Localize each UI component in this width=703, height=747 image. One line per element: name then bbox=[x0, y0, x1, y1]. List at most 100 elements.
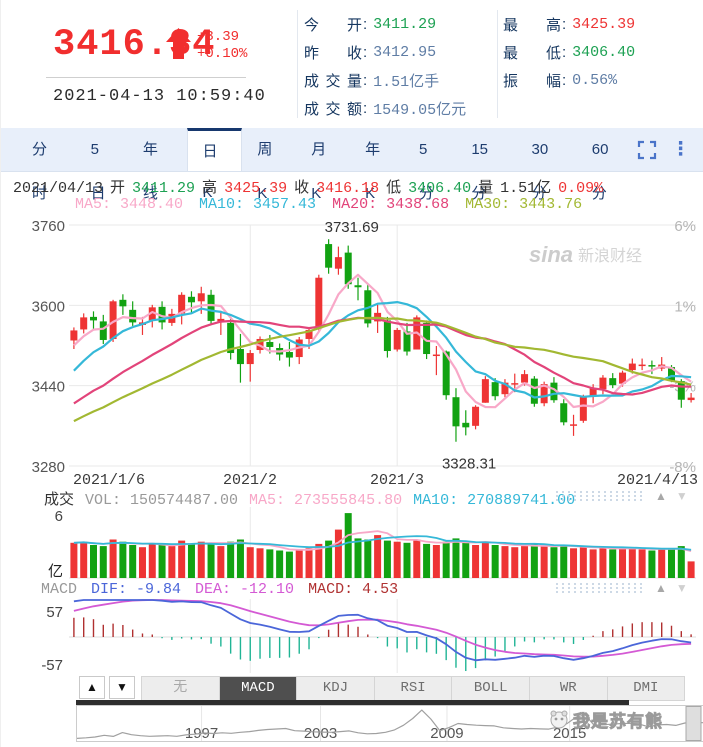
indicator-tab-BOLL[interactable]: BOLL bbox=[452, 677, 530, 700]
stat-label: 最高 bbox=[503, 16, 561, 34]
current-price: 3416.34 bbox=[53, 24, 216, 66]
macd-chart[interactable]: 57 -57 bbox=[1, 597, 703, 675]
tab-5分[interactable]: 5分 bbox=[419, 141, 435, 202]
price-change-pct: +0.10% bbox=[197, 46, 248, 62]
svg-text:3600: 3600 bbox=[32, 298, 65, 315]
indicator-tab-KDJ[interactable]: KDJ bbox=[297, 677, 375, 700]
info-segment: DIF: -9.84 bbox=[91, 581, 182, 598]
collapse-up-icon[interactable]: ▲ bbox=[655, 580, 667, 595]
volume-chart[interactable]: 6亿 bbox=[1, 505, 703, 580]
collapse-down-icon[interactable]: ▼ bbox=[675, 580, 688, 595]
stat-label: 振幅 bbox=[503, 72, 561, 90]
info-segment: 2021/04/13 bbox=[13, 180, 104, 197]
collapse-up-icon[interactable]: ▲ bbox=[655, 488, 667, 503]
stat-value: 3406.40 bbox=[572, 43, 636, 61]
info-segment: 高 bbox=[202, 180, 218, 197]
tab-周K[interactable]: 周K bbox=[257, 141, 273, 202]
watermark-text: 我是苏有熊 bbox=[573, 711, 663, 731]
info-segment: MA5: 3448.40 bbox=[75, 196, 184, 213]
indicator-down-button[interactable]: ▼ bbox=[109, 676, 135, 699]
stat-value: 3425.39 bbox=[572, 15, 636, 33]
indicator-tab-RSI[interactable]: RSI bbox=[374, 677, 453, 700]
info-segment: DEA: -12.10 bbox=[195, 581, 295, 598]
svg-text:3440: 3440 bbox=[32, 379, 65, 396]
info-segment: 低 bbox=[386, 180, 402, 197]
tab-月K[interactable]: 月K bbox=[311, 141, 327, 202]
tab-30分[interactable]: 30分 bbox=[531, 141, 549, 202]
info-segment: MA10: 3457.43 bbox=[199, 196, 317, 213]
stat-label: 昨收 bbox=[304, 44, 362, 62]
x-label: 2021/4/13 bbox=[616, 472, 698, 489]
price-up-arrow-icon bbox=[166, 28, 191, 59]
stat-high: 最高:3425.39 bbox=[503, 15, 636, 34]
sina-watermark: sina 新浪财经 bbox=[529, 242, 642, 267]
stat-value: 3411.29 bbox=[373, 15, 437, 33]
tab-日K[interactable]: 日K bbox=[186, 128, 243, 201]
info-segment: 3411.29 bbox=[132, 180, 196, 197]
info-segment: 3416.18 bbox=[316, 180, 380, 197]
divider bbox=[297, 10, 298, 118]
info-segment: MA20: 3438.68 bbox=[332, 196, 450, 213]
fullscreen-icon[interactable] bbox=[637, 140, 657, 160]
info-segment: 1.51亿 bbox=[500, 180, 552, 197]
period-tabs: 分时 5日 年线 日K 周K 月K 年K 5分 15分 30分 60分 bbox=[17, 128, 637, 202]
indicator-tab-无[interactable]: 无 bbox=[142, 677, 220, 700]
stat-turnover: 成交额:1549.05亿元 bbox=[304, 99, 467, 119]
indicator-tab-MACD[interactable]: MACD bbox=[219, 677, 298, 700]
stat-amplitude: 振幅:0.56% bbox=[503, 71, 618, 90]
svg-text:新浪财经: 新浪财经 bbox=[578, 247, 642, 265]
info-segment: 3425.39 bbox=[224, 180, 288, 197]
svg-text:6%: 6% bbox=[674, 218, 696, 235]
dotted-resize-handle[interactable] bbox=[554, 582, 646, 593]
svg-text:-57: -57 bbox=[41, 657, 63, 674]
svg-text:3760: 3760 bbox=[32, 218, 65, 235]
svg-text:57: 57 bbox=[46, 604, 63, 621]
stat-volume: 成交量:1.51亿手 bbox=[304, 71, 440, 91]
dotted-resize-handle[interactable] bbox=[554, 490, 646, 501]
volume-panel-controls: ▲ ▼ bbox=[554, 488, 688, 503]
kebab-menu-icon[interactable]: ⋮ bbox=[671, 139, 690, 160]
macd-header: MACD DIF: -9.84 DEA: -12.10 MACD: 4.53 bbox=[41, 580, 412, 598]
history-navigator[interactable]: 1997 2003 2009 2015 bbox=[76, 705, 703, 742]
indicator-tab-WR[interactable]: WR bbox=[529, 677, 608, 700]
navigator-slider[interactable] bbox=[685, 706, 702, 741]
indicator-tab-DMI[interactable]: DMI bbox=[607, 677, 685, 700]
ohlc-info-bar: 2021/04/13 开 3411.29 高 3425.39 收 3416.18 低 3406.… bbox=[13, 176, 610, 197]
tab-年线[interactable]: 年线 bbox=[142, 141, 158, 202]
stat-label: 最低 bbox=[503, 44, 561, 62]
tab-分时[interactable]: 分时 bbox=[32, 141, 48, 202]
svg-text:2009: 2009 bbox=[430, 725, 463, 741]
info-segment: MA5: 273555845.80 bbox=[249, 492, 403, 509]
candlestick-chart[interactable]: 37603600344032806%1%-3%-8%sina新浪财经3731.6… bbox=[1, 212, 703, 474]
navigator-chart[interactable]: 1997 2003 2009 2015 bbox=[76, 706, 703, 742]
x-label: 2021/1/6 bbox=[73, 472, 146, 489]
svg-text:2015: 2015 bbox=[553, 725, 586, 741]
svg-text:1%: 1% bbox=[674, 298, 696, 315]
svg-text:3280: 3280 bbox=[32, 459, 65, 474]
svg-text:sina: sina bbox=[529, 242, 573, 267]
stat-prev-close: 昨收:3412.95 bbox=[304, 43, 437, 62]
info-segment: MACD: 4.53 bbox=[308, 581, 399, 598]
info-segment: MACD bbox=[41, 581, 78, 598]
tab-60分[interactable]: 60分 bbox=[591, 141, 609, 202]
indicator-up-button[interactable]: ▲ bbox=[79, 676, 105, 699]
tab-15分[interactable]: 15分 bbox=[471, 141, 488, 202]
macd-panel-controls: ▲ ▼ bbox=[554, 580, 688, 595]
stat-label: 今开 bbox=[304, 16, 362, 34]
stat-today-open: 今开:3411.29 bbox=[304, 15, 437, 34]
info-segment: 量 bbox=[478, 180, 494, 197]
info-segment: 收 bbox=[294, 180, 310, 197]
price-change: +3.39 bbox=[197, 29, 240, 45]
svg-text:6: 6 bbox=[55, 508, 63, 525]
tab-5日[interactable]: 5日 bbox=[90, 141, 106, 202]
tab-年K[interactable]: 年K bbox=[365, 141, 381, 202]
info-segment: MA30: 3443.76 bbox=[465, 196, 583, 213]
navigator-track[interactable] bbox=[76, 700, 629, 705]
price-change-block: +3.39 +0.10% bbox=[197, 29, 247, 63]
info-segment: 成交 bbox=[44, 492, 75, 509]
tabbar-icons: ⋮ bbox=[637, 128, 703, 171]
collapse-down-icon[interactable]: ▼ bbox=[675, 488, 688, 503]
peak-label: 3731.69 bbox=[325, 219, 379, 236]
divider bbox=[46, 77, 246, 78]
stat-label: 成交额 bbox=[304, 100, 362, 118]
